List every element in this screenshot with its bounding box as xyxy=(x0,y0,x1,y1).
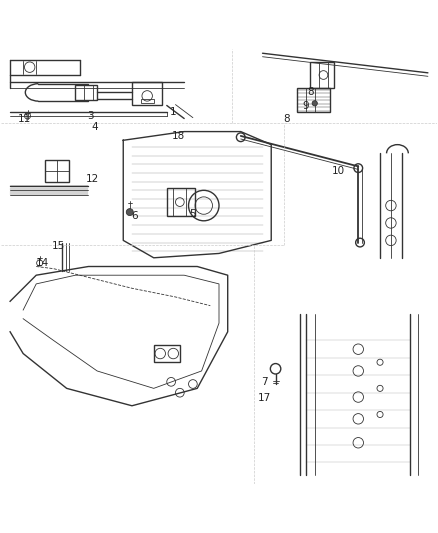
Text: 8: 8 xyxy=(283,115,290,124)
Text: 11: 11 xyxy=(18,114,31,124)
Text: 15: 15 xyxy=(51,240,64,251)
Text: 8: 8 xyxy=(307,87,314,98)
Text: 18: 18 xyxy=(172,131,185,141)
Text: 17: 17 xyxy=(258,393,271,403)
Text: 5: 5 xyxy=(190,209,196,219)
Bar xyxy=(132,82,162,106)
Bar xyxy=(141,99,154,103)
Bar xyxy=(45,160,69,182)
Text: 4: 4 xyxy=(92,122,98,132)
Circle shape xyxy=(312,101,318,106)
Bar xyxy=(297,88,330,112)
Text: 14: 14 xyxy=(36,258,49,268)
Text: 1: 1 xyxy=(170,107,177,117)
Text: 6: 6 xyxy=(131,212,138,221)
Text: 12: 12 xyxy=(86,174,99,183)
Bar xyxy=(154,345,180,362)
Text: 3: 3 xyxy=(87,111,94,122)
Text: 7: 7 xyxy=(261,377,268,387)
Bar xyxy=(75,85,97,100)
Circle shape xyxy=(126,208,133,215)
Bar xyxy=(167,188,195,216)
Text: 10: 10 xyxy=(332,166,345,176)
Text: 9: 9 xyxy=(303,101,309,111)
Bar xyxy=(311,62,334,88)
